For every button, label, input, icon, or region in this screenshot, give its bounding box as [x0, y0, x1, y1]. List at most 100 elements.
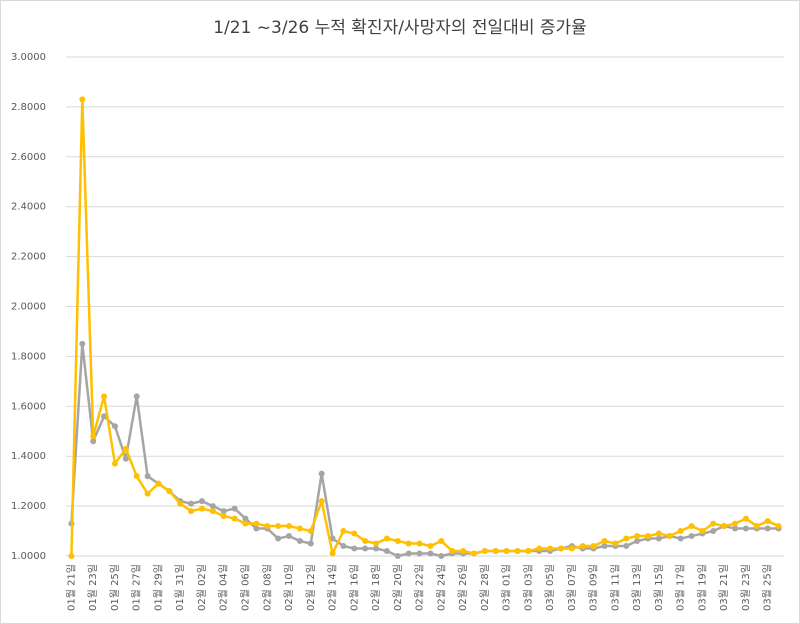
data-point	[405, 550, 412, 557]
data-point	[329, 535, 336, 542]
chart-title: 1/21 ~3/26 누적 확진자/사망자의 전일대비 증가율	[213, 18, 587, 38]
data-point	[732, 525, 739, 532]
data-point	[373, 545, 380, 552]
data-point	[79, 96, 86, 103]
data-point	[166, 488, 173, 495]
data-point	[90, 433, 97, 440]
data-point	[764, 525, 771, 532]
y-tick-label: 1.0000	[11, 551, 46, 562]
data-point	[677, 535, 684, 542]
data-point	[438, 538, 445, 545]
data-point	[623, 535, 630, 542]
data-point	[133, 473, 140, 480]
y-tick-label: 2.2000	[11, 252, 46, 263]
x-tick-label: 03월 07일	[566, 564, 578, 611]
data-point	[373, 540, 380, 547]
x-tick-label: 02월 10일	[283, 564, 295, 611]
data-point	[623, 543, 630, 550]
data-point	[427, 550, 434, 557]
x-tick-label: 03월 05일	[544, 564, 556, 611]
data-point	[438, 553, 445, 559]
data-point	[753, 523, 760, 530]
data-point	[514, 548, 521, 555]
data-point	[655, 530, 662, 537]
x-tick-label: 02월 12일	[305, 564, 317, 611]
data-point	[242, 515, 249, 522]
data-point	[721, 523, 728, 530]
data-point	[362, 538, 369, 545]
data-point	[122, 445, 129, 452]
data-point	[286, 523, 293, 530]
data-point	[405, 540, 412, 547]
data-point	[111, 460, 118, 467]
data-point	[655, 535, 662, 542]
data-point	[144, 473, 151, 480]
x-tick-label: 02월 04일	[218, 564, 230, 611]
data-point	[231, 505, 238, 512]
x-tick-label: 02월 08일	[261, 564, 273, 611]
y-tick-label: 2.8000	[11, 102, 46, 113]
data-point	[362, 545, 369, 552]
data-point	[329, 550, 336, 557]
data-point	[579, 543, 586, 550]
data-point	[101, 393, 108, 400]
data-point	[220, 513, 227, 520]
data-point	[732, 520, 739, 527]
data-point	[416, 540, 423, 547]
x-tick-label: 02월 16일	[348, 564, 360, 611]
data-point	[601, 543, 608, 550]
x-tick-label: 03월 17일	[675, 564, 687, 611]
data-point	[449, 548, 456, 555]
x-tick-label: 02월 06일	[240, 564, 252, 611]
data-point	[666, 533, 673, 540]
data-point	[481, 548, 488, 555]
data-point	[188, 500, 195, 507]
y-tick-label: 1.4000	[11, 451, 46, 462]
x-tick-label: 01월 31일	[174, 564, 186, 611]
data-point	[634, 533, 641, 540]
data-point	[601, 538, 608, 545]
data-point	[198, 498, 205, 505]
y-tick-label: 2.6000	[11, 152, 46, 163]
data-point	[79, 340, 86, 347]
data-point	[394, 538, 401, 545]
x-tick-label: 03월 01일	[501, 564, 513, 611]
data-point	[568, 545, 575, 552]
x-tick-label: 02월 22일	[414, 564, 426, 611]
data-point	[645, 533, 652, 540]
data-point	[307, 540, 314, 547]
data-point	[242, 520, 249, 527]
data-point	[155, 480, 162, 487]
x-tick-label: 03월 13일	[631, 564, 643, 611]
data-point	[340, 543, 347, 550]
data-point	[383, 548, 390, 555]
data-point	[351, 530, 358, 537]
x-tick-label: 03월 15일	[653, 564, 665, 611]
data-point	[547, 545, 554, 552]
data-point	[492, 548, 499, 555]
data-point	[90, 438, 97, 445]
data-point	[383, 535, 390, 542]
data-point	[688, 523, 695, 530]
y-tick-label: 1.2000	[11, 501, 46, 512]
data-point	[634, 538, 641, 545]
data-point	[318, 498, 325, 505]
data-point	[275, 523, 282, 530]
data-point	[296, 525, 303, 532]
x-tick-label: 01월 25일	[109, 564, 121, 611]
x-tick-label: 03월 23일	[740, 564, 752, 611]
data-point	[394, 553, 401, 559]
x-tick-label: 03월 25일	[762, 564, 774, 611]
data-point	[231, 515, 238, 522]
data-point	[68, 553, 75, 559]
data-point	[101, 413, 108, 420]
data-point	[536, 545, 543, 552]
data-point	[351, 545, 358, 552]
data-point	[503, 548, 510, 555]
data-point	[220, 508, 227, 515]
data-point	[340, 528, 347, 535]
data-point	[111, 423, 118, 430]
